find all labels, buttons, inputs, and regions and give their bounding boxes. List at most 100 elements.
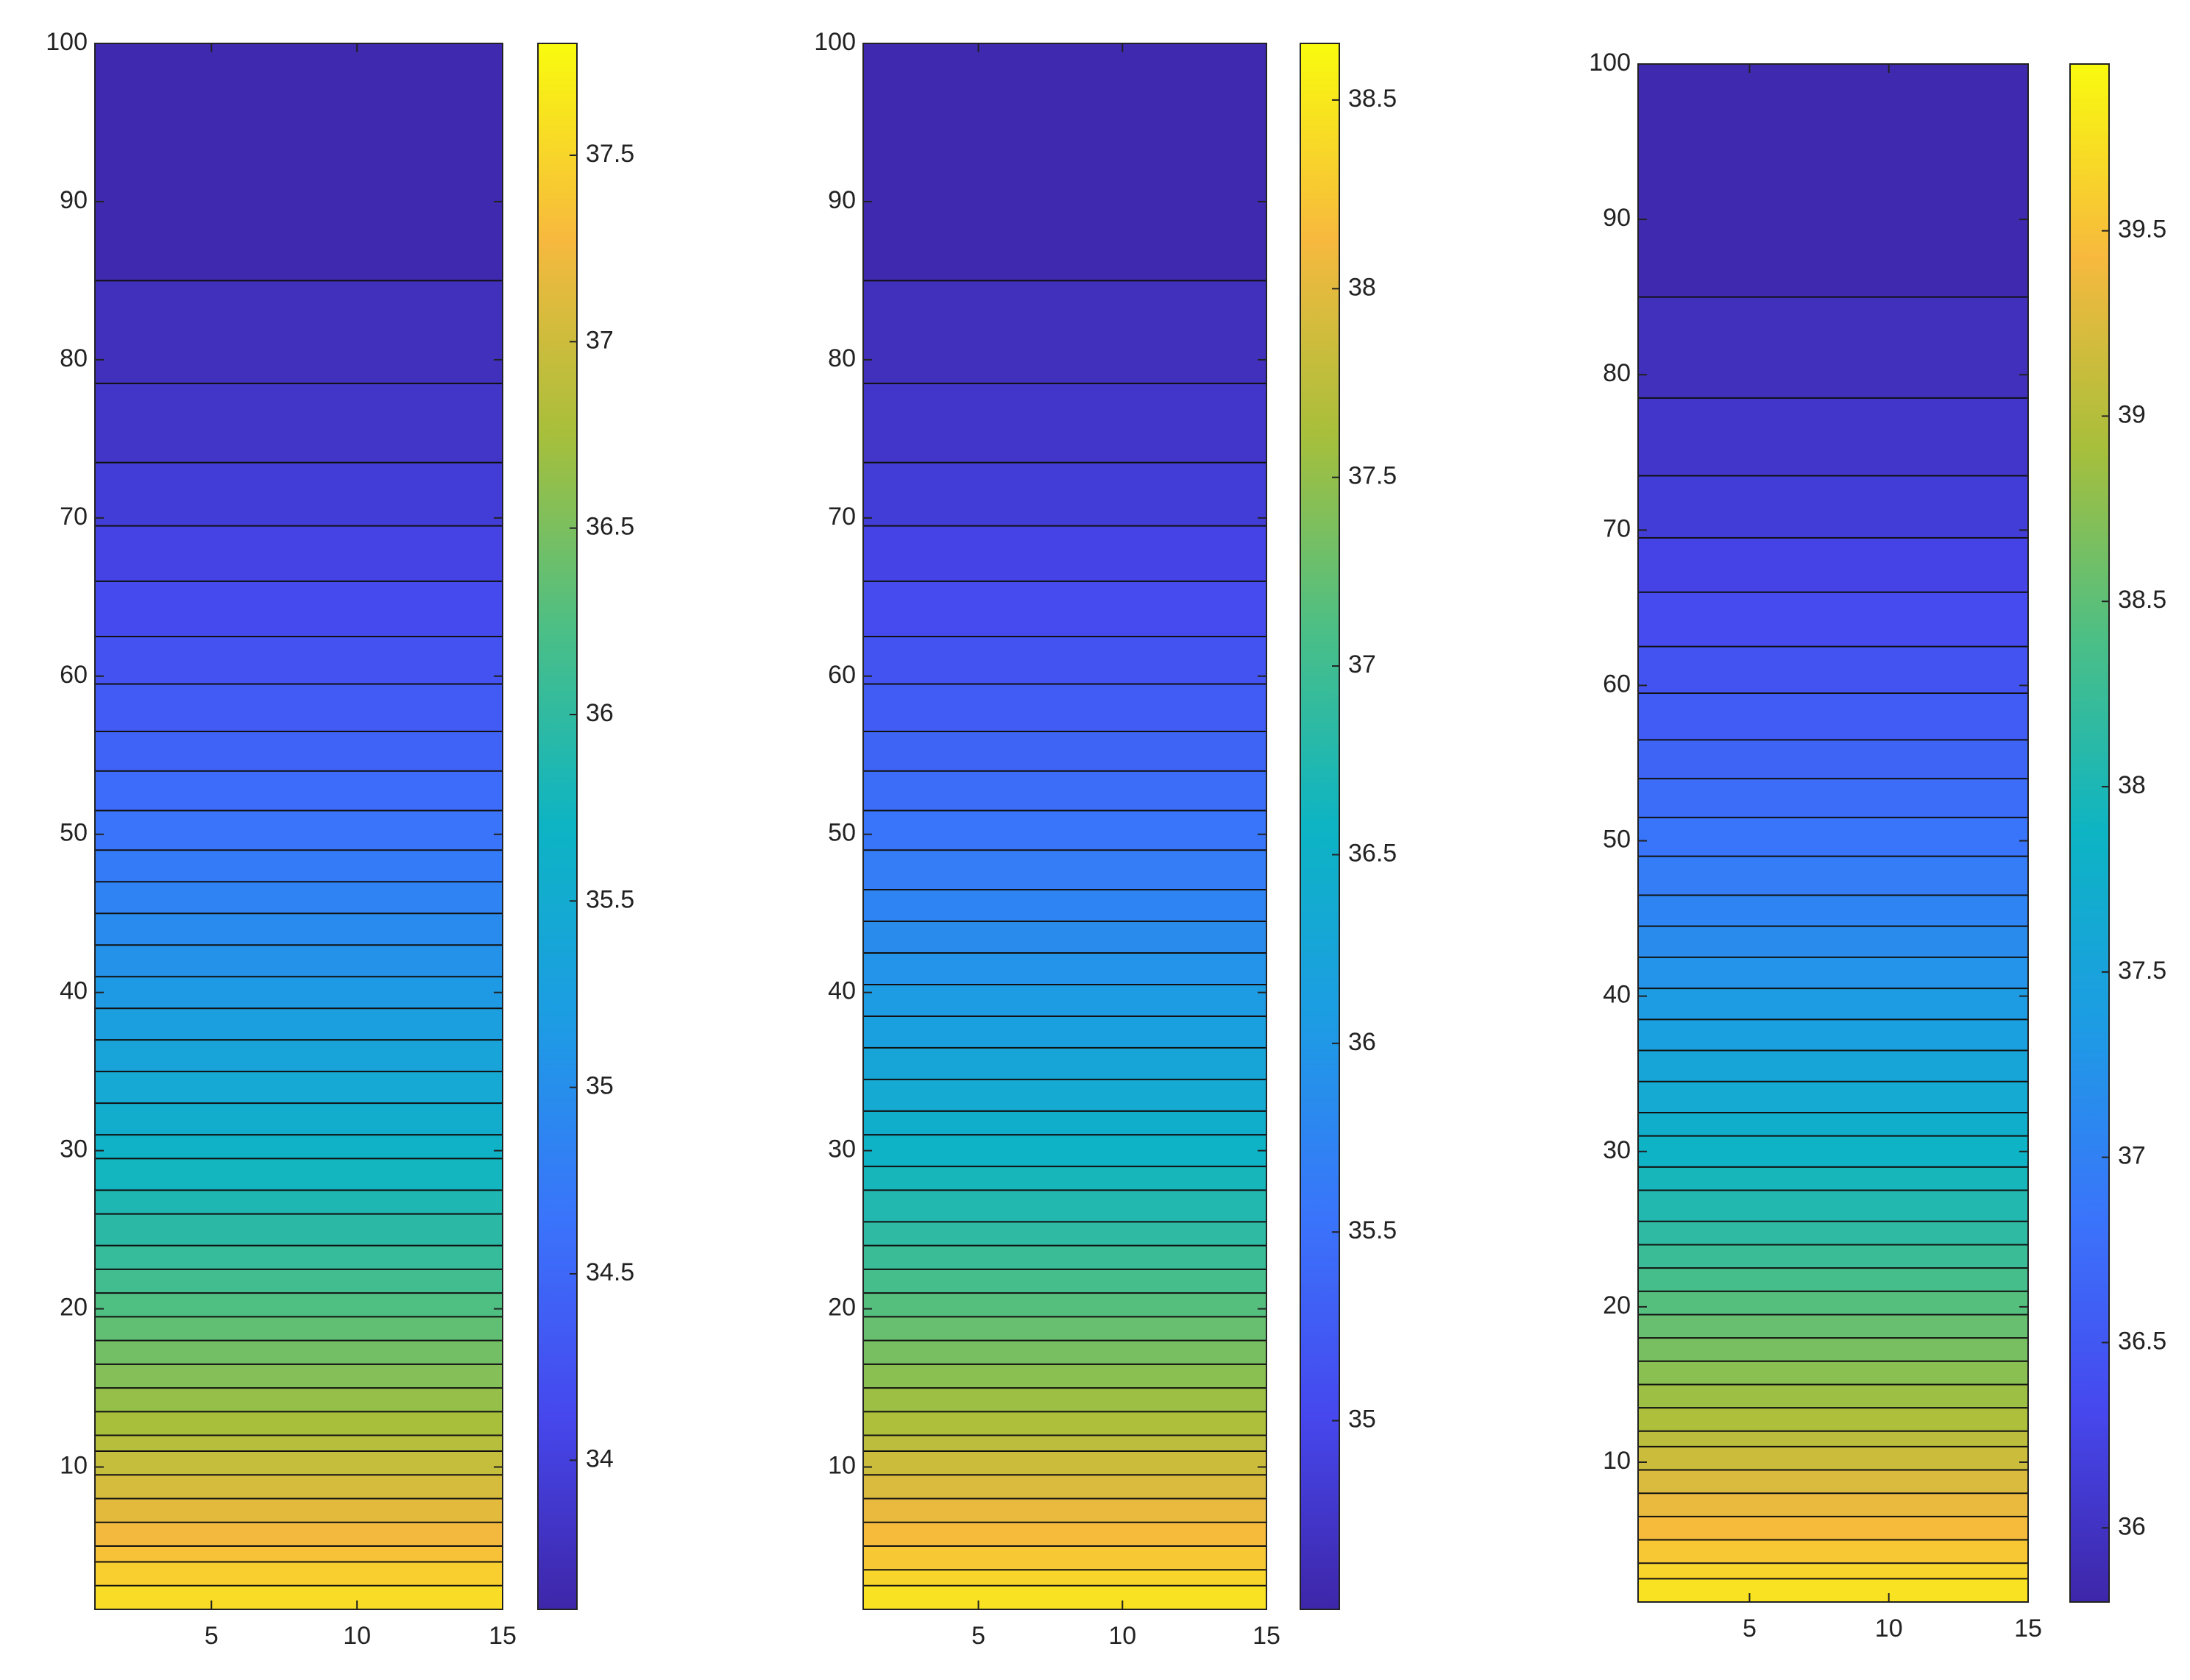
contour-band [95, 1451, 503, 1475]
contour-band [95, 1475, 503, 1499]
colorbar-tick-label: 37.5 [586, 140, 634, 168]
contour-band [863, 1522, 1266, 1547]
colorbar-tick-label: 39.5 [2118, 216, 2166, 244]
y-tick-label: 30 [828, 1135, 856, 1163]
y-tick-label: 100 [814, 28, 856, 56]
contour-band [863, 1498, 1266, 1523]
contour-band [1638, 64, 2028, 297]
x-tick-label: 10 [1108, 1622, 1136, 1650]
colorbar-tick-label: 38 [2118, 771, 2146, 799]
contour-band [1638, 693, 2028, 740]
contour-band [95, 913, 503, 946]
contour-band [1638, 1539, 2028, 1564]
colorbar-tick-label: 37.5 [1348, 462, 1397, 490]
x-tick-label: 5 [1743, 1615, 1757, 1642]
contour-band [863, 1190, 1266, 1222]
contour-band [95, 1293, 503, 1317]
contour-band [1638, 1470, 2028, 1494]
x-tick-label: 15 [489, 1622, 517, 1650]
y-tick-label: 10 [1603, 1447, 1631, 1475]
colorbar-tick-label: 37.5 [2118, 957, 2166, 985]
colorbar-tick-label: 38.5 [1348, 85, 1397, 113]
contour-band [863, 850, 1266, 890]
contour-band [863, 1475, 1266, 1499]
contour-band [863, 731, 1266, 771]
contour-band [1638, 817, 2028, 857]
contour-band [863, 1135, 1266, 1167]
colorbar-tick-label: 35.5 [1348, 1216, 1397, 1244]
contour-band [95, 1585, 503, 1609]
contour-band [1638, 1221, 2028, 1245]
x-tick-label: 5 [205, 1622, 219, 1650]
contour-band [1638, 1019, 2028, 1051]
y-tick-label: 80 [1603, 359, 1631, 387]
axes-frame [862, 43, 1267, 1610]
colorbar-tick-label: 34 [586, 1445, 614, 1472]
contour-band [1638, 740, 2028, 779]
contour-band [1638, 1408, 2028, 1431]
colorbar-tick-label: 37 [2118, 1142, 2146, 1170]
contour-band [1638, 1190, 2028, 1222]
contour-band [95, 462, 503, 526]
contour-band [1638, 1384, 2028, 1408]
contour-band [1638, 1493, 2028, 1517]
contour-band [863, 1340, 1266, 1364]
y-tick-label: 30 [1603, 1136, 1631, 1164]
contour-band [863, 1364, 1266, 1389]
contour-band [863, 1222, 1266, 1246]
y-tick-label: 70 [828, 503, 856, 531]
y-tick-label: 10 [60, 1452, 88, 1480]
contour-band [1638, 1338, 2028, 1361]
contour-band [863, 1411, 1266, 1436]
contour-band [1638, 475, 2028, 538]
y-tick-label: 10 [828, 1452, 856, 1480]
colorbar [1300, 43, 1340, 1610]
contour-band [1638, 957, 2028, 989]
x-tick-label: 10 [1875, 1615, 1903, 1642]
contour-band [95, 1135, 503, 1159]
colorbar-tick-label: 36 [586, 699, 614, 727]
contour-band [1638, 1578, 2028, 1602]
contour-band [1638, 1166, 2028, 1191]
contour-band [95, 1008, 503, 1041]
y-tick-label: 60 [1603, 670, 1631, 698]
axes-frame [1637, 63, 2029, 1603]
contour-band [95, 637, 503, 684]
contour-band [95, 525, 503, 581]
colorbar [2069, 63, 2110, 1603]
contour-band [863, 1570, 1266, 1586]
contour-band [95, 882, 503, 914]
contour-band [863, 1016, 1266, 1048]
contour-band [95, 850, 503, 882]
colorbar-tick-label: 35 [586, 1072, 614, 1100]
contour-band [863, 889, 1266, 921]
contour-band [1638, 1563, 2028, 1579]
contour-band [95, 1269, 503, 1294]
contour-band [863, 1293, 1266, 1317]
contour-band [863, 383, 1266, 463]
y-tick-label: 70 [1603, 514, 1631, 542]
y-tick-label: 40 [60, 977, 88, 1005]
contour-band [1638, 592, 2028, 647]
y-tick-label: 50 [1603, 826, 1631, 854]
contour-band [1638, 1081, 2028, 1113]
colorbar-tick-label: 37 [1348, 651, 1376, 678]
contour-band [863, 43, 1266, 281]
contour-band [863, 952, 1266, 985]
contour-band [95, 977, 503, 1009]
contour-band [1638, 1135, 2028, 1167]
contour-band [863, 1388, 1266, 1412]
contour-band [863, 770, 1266, 811]
contour-band [863, 1166, 1266, 1191]
contour-band [1638, 1516, 2028, 1540]
colorbar-tick-label: 36 [2118, 1512, 2146, 1540]
colorbar-tick-label: 36.5 [1348, 839, 1397, 867]
colorbar-tick-label: 36.5 [586, 513, 634, 541]
colorbar-tick-label: 37 [586, 326, 614, 354]
contour-band [863, 984, 1266, 1016]
contour-band [95, 945, 503, 977]
contour-band [863, 637, 1266, 684]
contour-band [95, 1411, 503, 1436]
contour-band [95, 1522, 503, 1547]
colorbar [537, 43, 578, 1610]
